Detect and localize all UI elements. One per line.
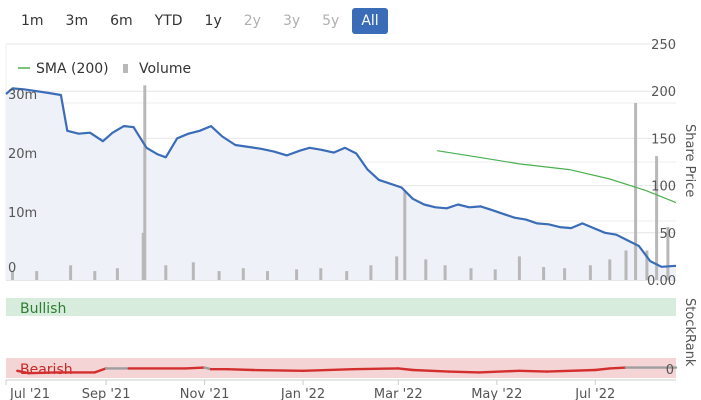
- volume-bar: [655, 156, 659, 280]
- volume-bar: [395, 256, 399, 280]
- volume-bar: [666, 226, 670, 280]
- volume-bar: [295, 269, 299, 280]
- volume-bar: [634, 103, 638, 280]
- stockrank-segment: [301, 368, 355, 372]
- volume-bar: [563, 268, 567, 280]
- volume-tick-label: 10m: [8, 206, 37, 221]
- volume-bar: [517, 256, 521, 280]
- volume-bar: [319, 268, 323, 280]
- volume-bar: [588, 265, 592, 281]
- volume-bar: [493, 269, 497, 280]
- stockrank-segment: [16, 369, 30, 375]
- volume-bar: [143, 85, 147, 280]
- volume-bar: [424, 259, 428, 280]
- price-tick-label: 0.00: [647, 274, 676, 289]
- volume-bar: [115, 268, 119, 280]
- stockrank-segment: [27, 371, 58, 375]
- bearish-band: [6, 358, 676, 378]
- volume-bar: [443, 265, 447, 281]
- price-area: [6, 88, 676, 281]
- volume-tick-label: 30m: [8, 88, 37, 103]
- price-tick-label: 50: [659, 227, 676, 242]
- range-button-3m[interactable]: 3m: [57, 8, 98, 34]
- x-tick-label: Nov '21: [180, 387, 230, 400]
- range-button-2y[interactable]: 2y: [235, 8, 270, 34]
- x-tick-label: Jul '22: [574, 387, 615, 400]
- bullish-band: [6, 298, 676, 316]
- x-tick-label: Jul '21: [9, 387, 50, 400]
- volume-bar: [645, 250, 649, 280]
- volume-bar: [542, 267, 546, 280]
- price-tick-label: 100: [651, 180, 676, 195]
- x-tick-label: Sep '21: [82, 387, 131, 400]
- stockrank-segment: [397, 367, 414, 372]
- stockrank-segment: [518, 369, 548, 373]
- sma-200-line: [437, 150, 677, 204]
- volume-bar: [217, 271, 221, 280]
- volume-bar: [93, 271, 97, 280]
- volume-bar: [141, 232, 145, 280]
- stockrank-segment: [93, 367, 108, 374]
- volume-bar: [469, 268, 473, 280]
- volume-bar: [266, 271, 269, 280]
- volume-bar: [164, 265, 168, 281]
- volume-bar: [369, 265, 373, 281]
- volume-bar: [69, 265, 73, 281]
- stockrank-axis-title: StockRank: [682, 298, 697, 367]
- range-button-ytd[interactable]: YTD: [146, 8, 192, 34]
- stockrank-segment: [351, 367, 400, 371]
- price-tick-label: 250: [651, 38, 676, 53]
- legend-volume-label: Volume: [139, 61, 191, 77]
- volume-bar: [624, 250, 628, 280]
- x-tick-label: Mar '22: [374, 387, 423, 400]
- legend-sma-label: SMA (200): [36, 61, 109, 77]
- range-button-5y[interactable]: 5y: [313, 8, 348, 34]
- stockrank-zero-label: 0: [666, 363, 674, 378]
- volume-legend-swatch: [123, 64, 128, 73]
- stockrank-segment: [608, 366, 628, 370]
- price-tick-label: 150: [651, 132, 676, 147]
- volume-tick-label: 20m: [8, 147, 37, 162]
- price-axis-title: Share Price: [682, 124, 697, 197]
- volume-bar: [345, 271, 349, 280]
- stockrank-segment: [447, 370, 481, 374]
- range-button-1m[interactable]: 1m: [12, 8, 53, 34]
- volume-bar: [35, 271, 39, 280]
- price-tick-label: 200: [651, 85, 676, 100]
- volume-bar: [241, 268, 245, 280]
- bullish-label: Bullish: [20, 301, 66, 317]
- range-button-3y[interactable]: 3y: [274, 8, 309, 34]
- range-button-6m[interactable]: 6m: [101, 8, 142, 34]
- stockrank-segment: [545, 368, 597, 373]
- range-selector: 1m 3m 6m YTD 1y 2y 3y 5y All: [12, 8, 388, 36]
- volume-bar: [191, 262, 195, 280]
- stockrank-segment: [411, 368, 450, 373]
- stockrank-segment: [183, 366, 206, 370]
- volume-bar: [11, 271, 14, 280]
- volume-bar: [608, 259, 612, 280]
- x-tick-label: Jan '22: [280, 387, 325, 400]
- stockrank-segment: [594, 367, 611, 372]
- share-price-line: [5, 87, 677, 268]
- x-tick-label: May '22: [471, 387, 522, 400]
- volume-tick-label: 0: [8, 261, 16, 276]
- stockrank-segment: [225, 368, 255, 372]
- stockrank-segment: [251, 368, 305, 372]
- stockrank-segment: [477, 369, 521, 374]
- range-button-1y[interactable]: 1y: [196, 8, 231, 34]
- range-button-all[interactable]: All: [352, 8, 388, 34]
- bearish-label: Bearish: [20, 362, 73, 378]
- volume-bar: [403, 191, 407, 280]
